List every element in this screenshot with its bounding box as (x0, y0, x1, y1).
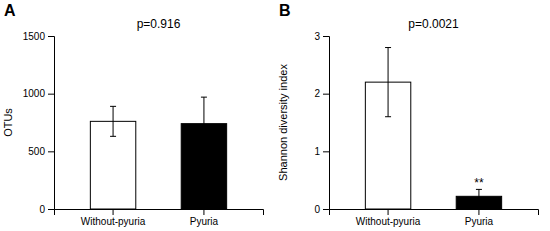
y-tick: 500 (28, 146, 54, 157)
error-bar-stem (203, 97, 204, 150)
error-bar-cap (385, 47, 391, 48)
y-tick: 1500 (23, 31, 54, 42)
y-axis: 0 1 2 3 (314, 31, 329, 215)
x-tick-mark (203, 209, 204, 215)
x-tick-label: Without-pyuria (356, 216, 421, 227)
error-bar-stem (478, 189, 479, 203)
plot-area (90, 97, 226, 209)
x-tick: Pyuria (190, 209, 219, 227)
panel: 0 500 1000 1500 Without-pyuria Pyuria p=0.916 A… (2, 2, 264, 227)
x-tick-mark (113, 209, 114, 215)
y-tick-label: 1000 (23, 88, 46, 99)
panel-label: B (279, 2, 291, 19)
y-tick: 0 (314, 204, 329, 215)
x-tick-mark (388, 209, 389, 215)
y-axis-line (323, 37, 330, 210)
x-axis-line (55, 210, 264, 216)
error-bar-cap (201, 97, 207, 98)
error-bar-stem (388, 48, 389, 117)
y-tick-label: 0 (39, 204, 45, 215)
x-tick: Without-pyuria (81, 209, 146, 227)
title: p=0.916 (137, 17, 181, 31)
y-tick-mark (323, 209, 329, 210)
title: p=0.0021 (408, 17, 459, 31)
y-tick-label: 1 (314, 146, 320, 157)
y-tick-mark (48, 209, 54, 210)
error-bar-cap (385, 116, 391, 117)
y-tick-mark (323, 151, 329, 152)
x-tick-label: Without-pyuria (81, 216, 146, 227)
y-axis-line (48, 37, 55, 210)
y-tick-mark (48, 36, 54, 37)
error-bar-cap (110, 136, 116, 137)
y-tick-mark (323, 36, 329, 37)
error-bar (476, 189, 482, 203)
annotation: ** (474, 176, 484, 190)
y-tick: 2 (314, 88, 329, 99)
y-tick: 1000 (23, 88, 54, 99)
plot-area (365, 48, 501, 209)
figure: 0 500 1000 1500 Without-pyuria Pyuria p=0.916 A… (0, 0, 550, 231)
y-tick: 1 (314, 146, 329, 157)
x-axis: Without-pyuria Pyuria (55, 209, 264, 227)
x-tick-label: Pyuria (190, 216, 219, 227)
x-tick: Pyuria (465, 209, 494, 227)
y-tick: 3 (314, 31, 329, 42)
y-tick-label: 2 (314, 88, 320, 99)
y-axis-title: Shannon diversity index (277, 64, 289, 181)
error-bar-stem (113, 106, 114, 136)
x-tick-mark (478, 209, 479, 215)
panel-label: A (4, 2, 16, 19)
x-tick: Without-pyuria (356, 209, 421, 227)
x-tick-label: Pyuria (465, 216, 494, 227)
y-tick: 0 (39, 204, 54, 215)
error-bar (110, 106, 116, 136)
y-tick-mark (48, 94, 54, 95)
y-tick-label: 500 (28, 146, 45, 157)
error-bar-cap (110, 106, 116, 107)
x-axis-line (330, 210, 539, 216)
y-tick-label: 3 (314, 31, 320, 42)
x-axis: Without-pyuria Pyuria (330, 209, 539, 227)
y-tick-label: 0 (314, 204, 320, 215)
panel: 0 1 2 3 Without-pyuria Pyuria ** p=0.0021 B Shann… (277, 2, 539, 227)
y-tick-mark (323, 94, 329, 95)
y-axis: 0 500 1000 1500 (23, 31, 55, 215)
error-bar (385, 48, 391, 117)
error-bar-cap (201, 150, 207, 151)
y-tick-mark (48, 151, 54, 152)
error-bar (201, 97, 207, 150)
error-bar-cap (476, 203, 482, 204)
y-axis-title: OTUs (2, 108, 14, 137)
y-tick-label: 1500 (23, 31, 46, 42)
